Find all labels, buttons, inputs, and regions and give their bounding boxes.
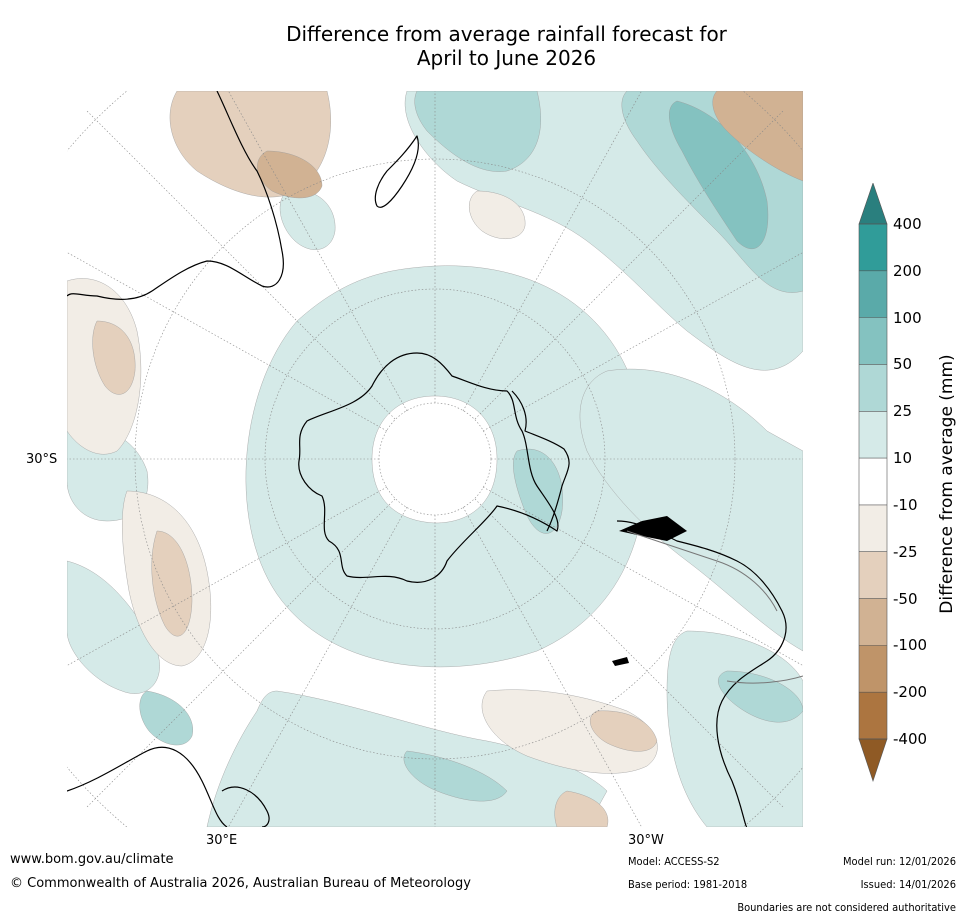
dry-zone-south [554,790,609,827]
colorbar-tick-label: 400 [893,215,922,233]
colorbar-segment-m50_m100 [859,598,887,646]
wet-zone-southwest [67,560,160,694]
colorbar-segment-m100_m200 [859,645,887,693]
colorbar-segment-m200_m400 [859,692,887,739]
wet-zone-southeast [666,630,803,827]
colorbar-segment-200_400 [859,224,887,271]
colorbar-tick-label: 100 [893,308,922,327]
colorbar-tick-label: -200 [893,683,928,702]
longitude-label-30w: 30°W [628,833,664,848]
colorbar [858,183,888,782]
colorbar-tick-label: -100 [893,636,928,655]
map-title-line1: Difference from average rainfall forecas… [286,22,727,46]
wet-zone-south-25 [403,750,508,802]
colorbar-segment-100_200 [859,270,887,318]
map-svg [67,91,803,827]
australia-coast [67,91,284,300]
antarctic-peninsula-coast [511,390,570,532]
colorbar-tick-label: -400 [893,730,928,748]
wet-zone-east-25 [513,449,563,534]
colorbar-extend-bottom [858,738,888,782]
colorbar-tick-label: -10 [893,495,918,514]
madagascar-coast [221,786,270,827]
colorbar-tick-label: -50 [893,589,918,608]
map-title: Difference from average rainfall forecas… [0,22,965,70]
map-panel [67,91,803,827]
wet-zone-northeast-50 [669,100,769,249]
colorbar-label: Difference from average (mm) [937,354,957,614]
colorbar-tick-label: 25 [893,402,913,421]
colorbar-segment-50_100 [859,317,887,365]
colorbar-segment-neutral [859,458,887,505]
dry-zone-north [469,190,526,239]
south-america-coast [616,520,787,827]
dry-zone-west-mid [92,320,136,395]
footer-base-period: Base period: 1981-2018 [628,878,748,891]
longitude-label-30e: 30°E [206,833,238,848]
graticule [67,91,803,827]
dry-zone-southwest-mid [151,530,193,637]
colorbar-segment-10_25 [859,411,887,459]
new-zealand-coast [374,135,419,208]
footer-model: Model: ACCESS-S2 [628,855,720,868]
wet-zone-southwest-25 [139,690,193,746]
latitude-label-30s: 30°S [26,452,58,467]
dry-zone-southeast [481,689,658,774]
colorbar-segment-m25_m50 [859,551,887,599]
wet-zone-north [414,91,541,172]
south-america-relief [626,530,803,684]
antarctica-coast [298,352,559,583]
colorbar-tick-label: -25 [893,542,918,561]
africa-coast [67,746,228,827]
footer-issued: Issued: 14/01/2026 [860,878,956,891]
colorbar-segment-25_50 [859,364,887,412]
colorbar-segment-m10_m25 [859,504,887,552]
dry-zone-southeast-mid [589,710,658,752]
dry-zone-northwest-mid [257,150,323,199]
south-georgia-shape [612,657,629,666]
wet-zone-ring [245,265,646,668]
footer-disclaimer: Boundaries are not considered authoritat… [737,901,956,914]
coastlines [67,91,787,827]
anomaly-fields [67,91,803,827]
footer-model-run: Model run: 12/01/2026 [843,855,956,868]
falklands-shape [619,516,687,541]
footer-copyright: © Commonwealth of Australia 2026, Austra… [10,876,471,891]
colorbar-tick-label: 200 [893,261,922,280]
colorbar-extend-top [858,183,888,225]
wet-zone-east [579,368,803,652]
colorbar-tick-label: 10 [893,449,913,468]
islands [612,516,687,666]
colorbar-tick-label: 50 [893,355,913,374]
footer-url[interactable]: www.bom.gov.au/climate [10,852,174,867]
wet-zone-northwest [279,190,336,250]
wet-zone-southeast-25 [718,670,803,723]
map-title-line2: April to June 2026 [416,46,597,70]
